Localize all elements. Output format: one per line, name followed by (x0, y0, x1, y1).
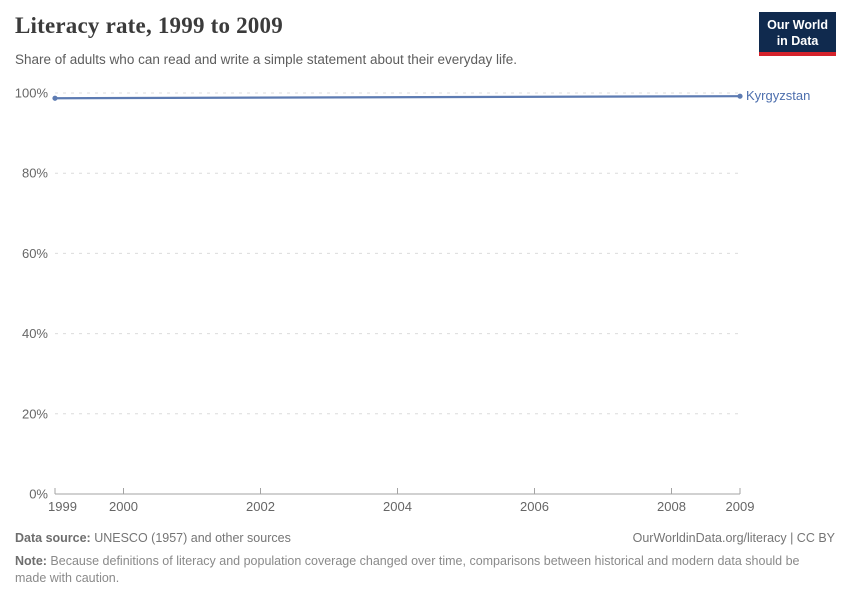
x-tick-label-2004: 2004 (383, 499, 412, 514)
series-label-kyrgyzstan[interactable]: Kyrgyzstan (746, 88, 811, 104)
data-source-line: Data source: UNESCO (1957) and other sou… (15, 531, 291, 545)
x-tick-label-2009: 2009 (726, 499, 755, 514)
y-tick-label-60: 60% (22, 246, 48, 261)
note-text: Because definitions of literacy and popu… (15, 554, 800, 585)
owid-logo[interactable]: Our World in Data (759, 12, 836, 56)
y-tick-label-40: 40% (22, 326, 48, 341)
owid-logo-line1: Our World (767, 18, 828, 32)
x-tick-label-2002: 2002 (246, 499, 275, 514)
y-tick-label-80: 80% (22, 166, 48, 181)
series-endpoint-start-kyrgyzstan (52, 95, 58, 101)
data-source-text: UNESCO (1957) and other sources (90, 531, 291, 545)
x-tick-label-2000: 2000 (109, 499, 138, 514)
owid-logo-line2: in Data (776, 34, 819, 48)
chart-title: Literacy rate, 1999 to 2009 (15, 13, 283, 38)
series-line-kyrgyzstan[interactable] (54, 95, 741, 100)
attribution-link[interactable]: OurWorldinData.org/literacy | CC BY (632, 531, 835, 545)
data-source-label: Data source: (15, 531, 91, 545)
y-tick-label-0: 0% (29, 487, 48, 502)
note-line: Note: Because definitions of literacy an… (15, 553, 805, 587)
y-tick-label-20: 20% (22, 406, 48, 421)
series-endpoint-end-kyrgyzstan (737, 93, 743, 99)
note-label: Note: (15, 554, 47, 568)
chart-subtitle: Share of adults who can read and write a… (15, 52, 518, 67)
x-tick-label-1999: 1999 (48, 499, 77, 514)
y-tick-label-100: 100% (15, 86, 49, 101)
x-tick-label-2008: 2008 (657, 499, 686, 514)
x-tick-label-2006: 2006 (520, 499, 549, 514)
